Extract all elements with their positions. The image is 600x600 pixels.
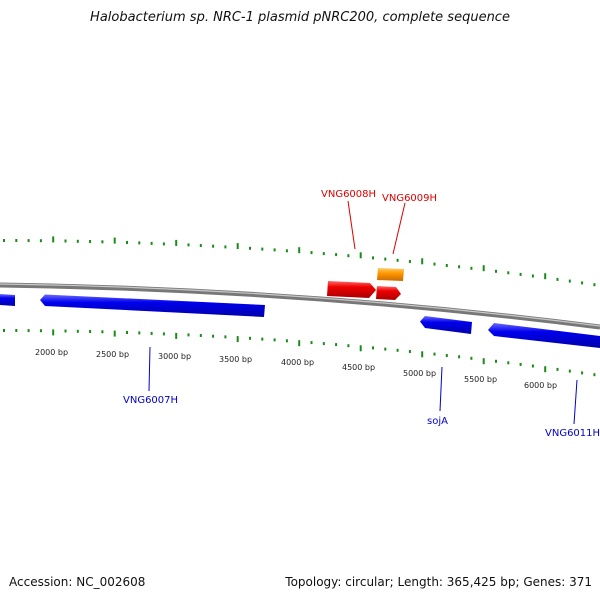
gene-label-vng6008h: VNG6008H — [321, 189, 376, 200]
pointer-vng6009h — [392, 202, 406, 255]
pointer-vng6008h — [347, 200, 356, 250]
bp-label-6000: 6000 bp — [524, 381, 557, 390]
bp-label-2500: 2500 bp — [96, 350, 129, 359]
gene-arrow-vng6011h[interactable] — [488, 323, 600, 348]
pointer-vng6007h — [148, 346, 151, 392]
bp-label-3000: 3000 bp — [158, 352, 191, 361]
pointer-soja — [439, 366, 443, 412]
outer-tick-ring — [3, 236, 596, 287]
plasmid-backbone-highlight — [0, 283, 600, 327]
gene-label-vng6009h: VNG6009H — [382, 193, 437, 204]
rna-gene-box[interactable] — [377, 268, 404, 281]
gene-arrow-soja[interactable] — [420, 316, 472, 334]
map-title: Halobacterium sp. NRC-1 plasmid pNRC200,… — [90, 10, 510, 25]
bp-label-2000: 2000 bp — [35, 348, 68, 357]
bp-label-4000: 4000 bp — [281, 358, 314, 367]
plasmid-backbone — [0, 282, 600, 330]
gene-label-soja: sojA — [427, 416, 448, 427]
gene-arrow-vng6009h[interactable] — [376, 286, 401, 300]
bp-label-3500: 3500 bp — [219, 355, 252, 364]
accession-text: Accession: NC_002608 — [9, 575, 146, 589]
gene-arrow-vng6008h[interactable] — [327, 281, 376, 298]
gene-label-vng6011h: VNG6011H — [545, 428, 600, 439]
bp-label-4500: 4500 bp — [342, 363, 375, 372]
inner-tick-ring — [3, 329, 596, 377]
gene-arrow-leftmost[interactable] — [0, 294, 15, 306]
pointer-vng6011h — [573, 379, 578, 425]
gene-label-vng6007h: VNG6007H — [123, 395, 178, 406]
topology-summary: Topology: circular; Length: 365,425 bp; … — [285, 575, 592, 589]
gene-arrow-vng6007h[interactable] — [40, 294, 265, 318]
bp-label-5500: 5500 bp — [464, 375, 497, 384]
bp-label-5000: 5000 bp — [403, 369, 436, 378]
